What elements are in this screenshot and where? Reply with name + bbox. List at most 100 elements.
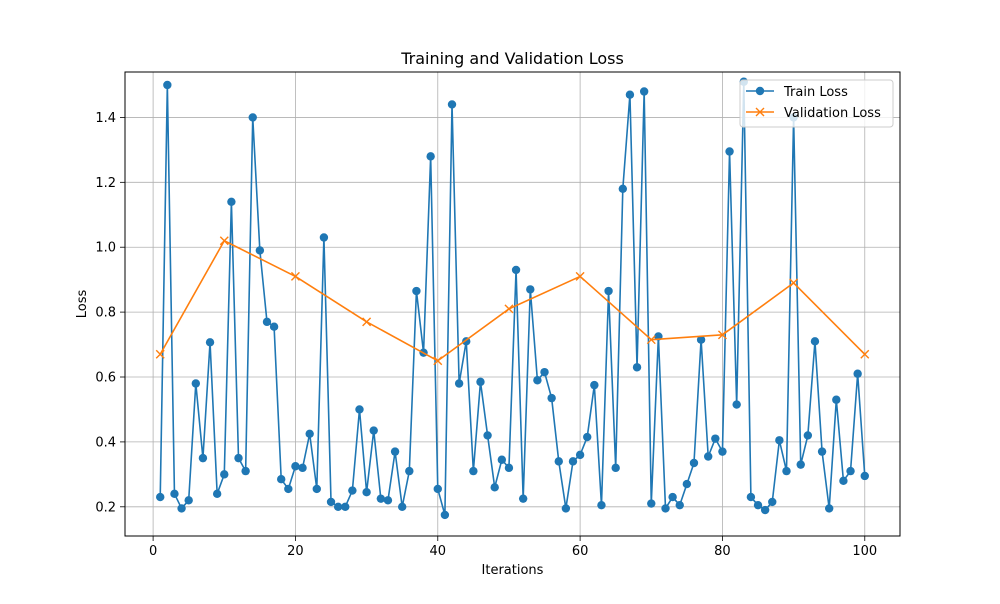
data-point: [511, 265, 521, 275]
data-point: [156, 492, 165, 502]
data-point: [575, 450, 585, 460]
data-point: [490, 483, 499, 492]
data-point: [405, 466, 414, 476]
data-point: [291, 462, 300, 471]
legend-box: [739, 79, 894, 128]
data-point: [212, 489, 222, 499]
data-point: [575, 271, 585, 281]
data-point: [476, 377, 485, 387]
data-point: [155, 349, 165, 359]
data-point: [568, 457, 578, 466]
x-axis-ticks: 0 20 40 60 80 100: [149, 536, 877, 559]
data-point: [554, 457, 563, 466]
data-point: [704, 452, 713, 461]
data-point: [625, 90, 635, 99]
data-point: [198, 453, 208, 463]
data-point: [611, 463, 620, 473]
data-point: [184, 496, 193, 505]
data-point: [518, 494, 528, 503]
data-point: [647, 499, 656, 508]
data-point: [412, 286, 421, 296]
legend-validation-marker: [755, 107, 765, 117]
data-point: [583, 432, 592, 442]
data-point: [227, 197, 236, 206]
data-point: [397, 502, 407, 511]
data-point: [219, 236, 229, 246]
data-point: [547, 393, 556, 403]
data-point: [163, 80, 172, 90]
data-point: [717, 330, 727, 340]
x-tick-label: 20: [287, 544, 304, 559]
data-point: [718, 447, 727, 456]
y-tick-label: 1.4: [95, 111, 116, 126]
y-tick-label: 1.2: [95, 176, 116, 191]
plot-frame: [124, 71, 901, 537]
series-train-loss: [156, 77, 869, 520]
data-point: [277, 475, 286, 484]
legend-train-marker: [755, 86, 765, 96]
legend-validation-label: Validation Loss: [784, 106, 881, 121]
x-axis-label: Iterations: [482, 563, 544, 578]
series-layer: [155, 77, 870, 520]
data-point: [775, 436, 784, 445]
data-point: [341, 502, 350, 511]
data-point: [497, 455, 507, 464]
data-point: [711, 434, 720, 443]
data-point: [312, 484, 321, 494]
data-point: [782, 466, 791, 476]
data-point: [533, 376, 542, 385]
data-point: [753, 500, 763, 510]
data-point: [796, 460, 805, 469]
data-point: [639, 87, 649, 96]
data-point: [668, 492, 677, 502]
data-point: [824, 504, 834, 513]
data-point: [646, 335, 656, 345]
data-point: [661, 504, 670, 513]
data-point: [433, 356, 443, 366]
data-point: [390, 447, 400, 456]
data-point: [839, 476, 848, 486]
data-point: [284, 484, 293, 494]
data-point: [298, 463, 307, 473]
data-point: [732, 400, 741, 409]
data-point: [248, 113, 257, 122]
data-point: [355, 405, 364, 414]
data-point: [590, 380, 599, 390]
data-point: [675, 500, 684, 510]
data-point: [561, 504, 571, 513]
data-point: [789, 278, 799, 288]
y-tick-label: 0.8: [95, 306, 116, 321]
data-point: [526, 285, 535, 294]
data-point: [362, 487, 371, 497]
x-tick-label: 0: [149, 544, 157, 559]
data-point: [696, 335, 706, 344]
data-point: [860, 349, 870, 359]
data-point: [853, 369, 862, 378]
data-point: [846, 466, 855, 476]
data-point: [269, 322, 279, 331]
data-point: [746, 492, 756, 502]
data-point: [540, 367, 549, 377]
data-point: [725, 147, 734, 156]
data-point: [504, 304, 514, 314]
data-point: [689, 458, 699, 468]
data-point: [376, 494, 386, 503]
data-point: [768, 497, 777, 507]
data-point: [832, 395, 841, 404]
data-point: [632, 363, 642, 372]
data-point: [170, 489, 179, 499]
data-point: [319, 233, 329, 242]
data-point: [454, 379, 464, 388]
data-point: [803, 431, 813, 440]
y-tick-label: 0.2: [95, 500, 116, 515]
data-point: [860, 471, 869, 481]
y-tick-label: 0.6: [95, 371, 116, 386]
data-point: [810, 337, 820, 346]
data-point: [383, 496, 393, 505]
data-point: [618, 184, 628, 194]
data-point: [469, 466, 478, 476]
data-point: [262, 317, 272, 327]
data-point: [333, 502, 343, 511]
data-point: [817, 447, 827, 456]
